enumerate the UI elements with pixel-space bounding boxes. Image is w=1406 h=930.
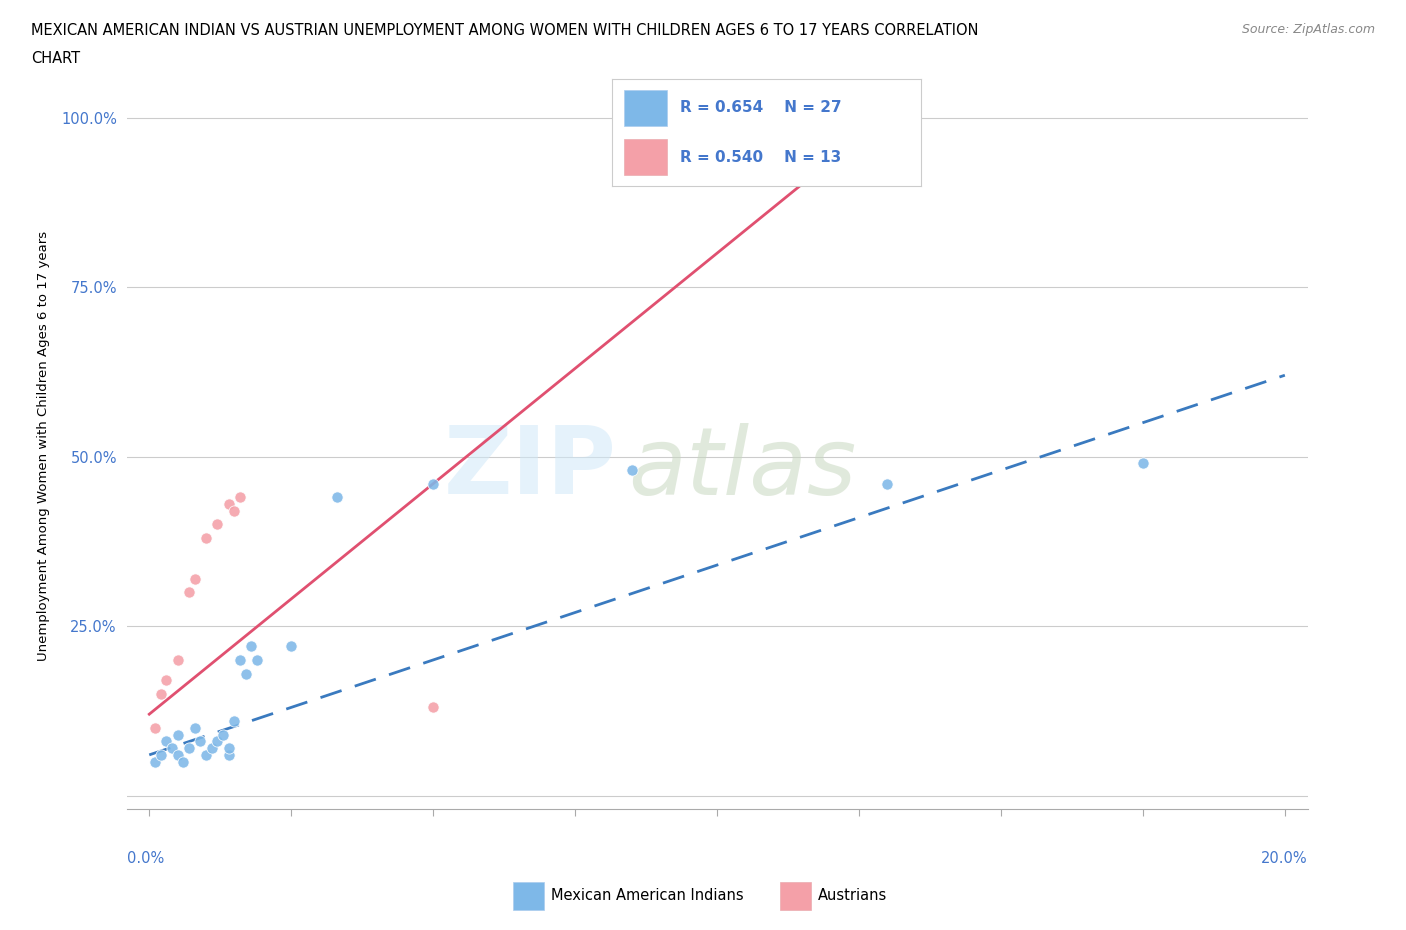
Point xyxy=(246,653,269,668)
Text: CHART: CHART xyxy=(31,51,80,66)
Point xyxy=(183,571,205,586)
Point xyxy=(149,686,172,701)
Text: 20.0%: 20.0% xyxy=(1261,851,1308,866)
Point xyxy=(224,713,246,728)
Point xyxy=(224,503,246,518)
Point xyxy=(280,639,302,654)
Point xyxy=(212,727,235,742)
Point xyxy=(149,748,172,763)
Point xyxy=(195,530,218,545)
Bar xyxy=(624,89,668,126)
Text: Source: ZipAtlas.com: Source: ZipAtlas.com xyxy=(1241,23,1375,36)
Point xyxy=(143,721,166,736)
Point xyxy=(240,639,263,654)
Y-axis label: Unemployment Among Women with Children Ages 6 to 17 years: Unemployment Among Women with Children A… xyxy=(37,232,49,661)
Point xyxy=(218,748,240,763)
Point xyxy=(218,497,240,512)
Point xyxy=(620,463,643,478)
Point xyxy=(422,700,444,715)
Point xyxy=(422,476,444,491)
Point xyxy=(235,666,257,681)
Point xyxy=(218,740,240,755)
Point xyxy=(876,476,898,491)
Point xyxy=(172,754,194,769)
Point xyxy=(201,740,224,755)
Text: Mexican American Indians: Mexican American Indians xyxy=(551,888,744,903)
Text: R = 0.654    N = 27: R = 0.654 N = 27 xyxy=(679,100,841,115)
Point xyxy=(155,734,177,749)
Point xyxy=(166,727,188,742)
Point xyxy=(177,585,200,600)
Point xyxy=(229,653,252,668)
Point xyxy=(207,517,229,532)
Text: R = 0.540    N = 13: R = 0.540 N = 13 xyxy=(679,150,841,165)
Point xyxy=(706,165,728,179)
Point xyxy=(229,490,252,505)
Bar xyxy=(624,139,668,175)
Point xyxy=(166,748,188,763)
Point xyxy=(183,721,205,736)
Point xyxy=(155,672,177,687)
Point xyxy=(160,740,183,755)
Point xyxy=(166,653,188,668)
Text: Austrians: Austrians xyxy=(818,888,887,903)
Point xyxy=(177,740,200,755)
Point xyxy=(325,490,347,505)
Point xyxy=(188,734,211,749)
Text: atlas: atlas xyxy=(628,422,856,513)
Point xyxy=(207,734,229,749)
Text: MEXICAN AMERICAN INDIAN VS AUSTRIAN UNEMPLOYMENT AMONG WOMEN WITH CHILDREN AGES : MEXICAN AMERICAN INDIAN VS AUSTRIAN UNEM… xyxy=(31,23,979,38)
Point xyxy=(143,754,166,769)
Point xyxy=(195,748,218,763)
Point xyxy=(1132,456,1154,471)
Text: 0.0%: 0.0% xyxy=(127,851,163,866)
Text: ZIP: ZIP xyxy=(444,422,617,514)
